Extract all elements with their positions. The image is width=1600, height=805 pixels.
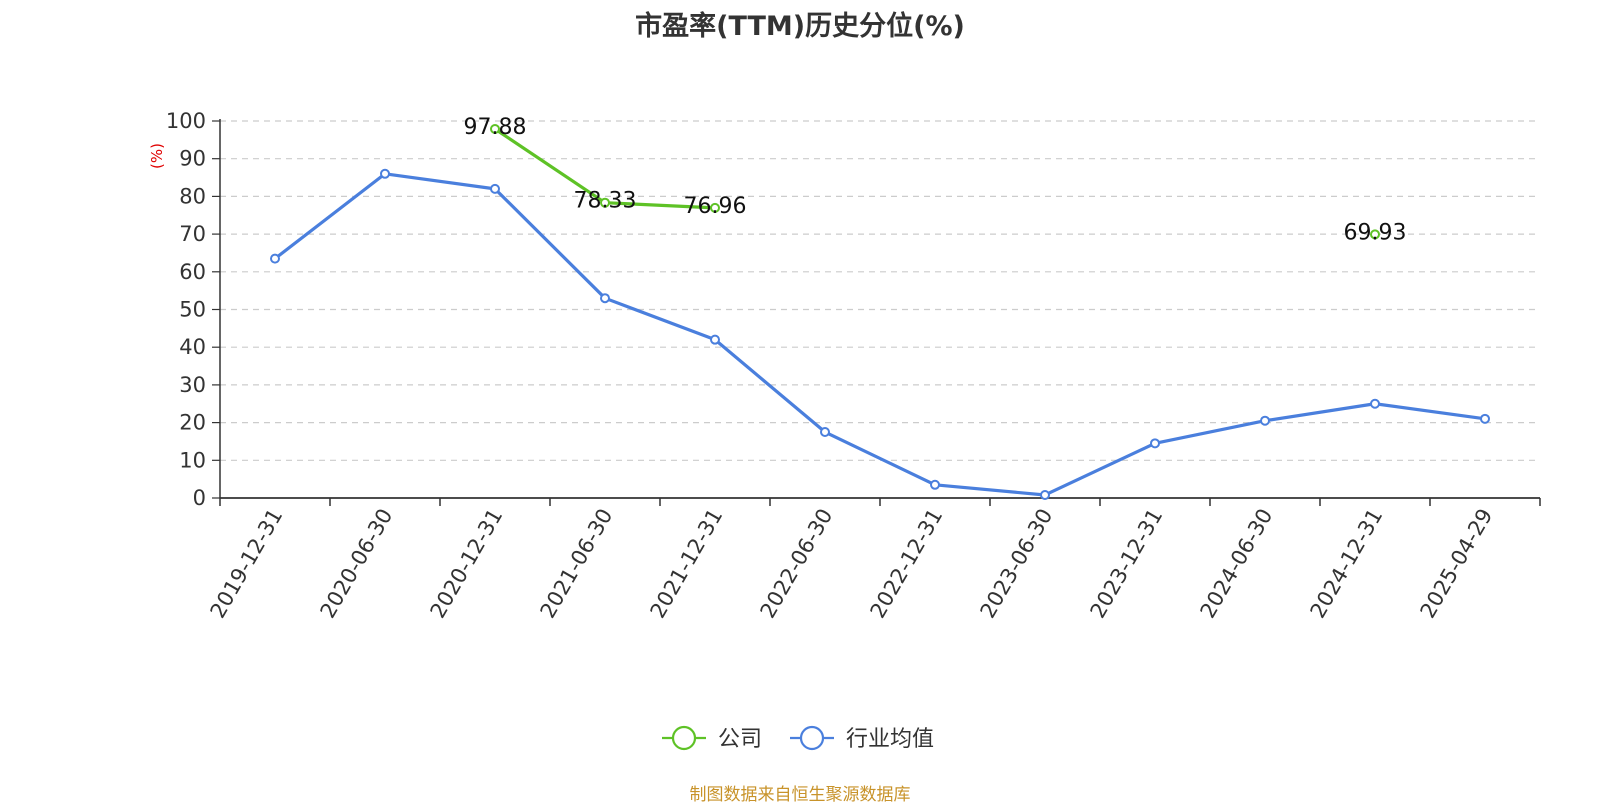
y-tick-label: 60: [179, 260, 206, 284]
y-tick-label: 10: [179, 448, 206, 472]
y-tick-label: 40: [179, 335, 206, 359]
data-label: 78.33: [574, 189, 637, 214]
data-point: [1040, 489, 1050, 500]
data-point: [600, 197, 610, 208]
x-tick-label: 2023-06-30: [976, 505, 1058, 623]
data-point: [600, 293, 610, 304]
legend-label: 公司: [718, 727, 762, 752]
series-line: [274, 172, 1486, 497]
data-source-note: 制图数据来自恒生聚源数据库: [689, 785, 911, 805]
x-tick-label: 2023-12-31: [1086, 505, 1168, 623]
y-axis-unit-label: (%): [148, 143, 166, 169]
y-tick-label: 90: [179, 147, 206, 171]
y-tick-label: 30: [179, 373, 206, 397]
y-tick-label: 80: [179, 184, 206, 208]
x-tick-label: 2020-12-31: [426, 505, 508, 623]
x-tick-label: 2024-06-30: [1196, 505, 1278, 623]
data-point: [1480, 413, 1490, 424]
x-tick-label: 2022-06-30: [756, 505, 838, 623]
x-tick-label: 2019-12-31: [206, 505, 288, 623]
legend-marker: [671, 725, 697, 751]
y-tick-label: 50: [179, 298, 206, 322]
legend-marker: [799, 725, 825, 751]
y-tick-label: 100: [166, 109, 206, 133]
x-tick-label: 2024-12-31: [1306, 505, 1388, 623]
data-label: 97.88: [464, 115, 527, 140]
y-tick-label: 0: [193, 486, 206, 510]
data-point: [1370, 398, 1380, 409]
data-point: [490, 123, 500, 134]
x-tick-label: 2025-04-29: [1416, 505, 1498, 623]
y-tick-label: 70: [179, 222, 206, 246]
data-point: [1370, 229, 1380, 240]
data-point: [270, 253, 280, 264]
data-point: [710, 202, 720, 213]
chart-title: 市盈率(TTM)历史分位(%): [635, 11, 965, 42]
data-point: [820, 427, 830, 438]
data-point: [490, 183, 500, 194]
legend-label: 行业均值: [846, 727, 934, 752]
data-point: [1150, 438, 1160, 449]
data-point: [710, 334, 720, 345]
data-point: [1260, 415, 1270, 426]
x-tick-label: 2021-12-31: [646, 505, 728, 623]
data-point: [930, 479, 940, 490]
data-label: 69.93: [1344, 220, 1407, 245]
y-tick-label: 20: [179, 411, 206, 435]
data-point: [380, 168, 390, 179]
x-tick-label: 2021-06-30: [536, 505, 618, 623]
x-tick-label: 2020-06-30: [316, 505, 398, 623]
data-label: 76.96: [684, 194, 747, 219]
x-tick-label: 2022-12-31: [866, 505, 948, 623]
